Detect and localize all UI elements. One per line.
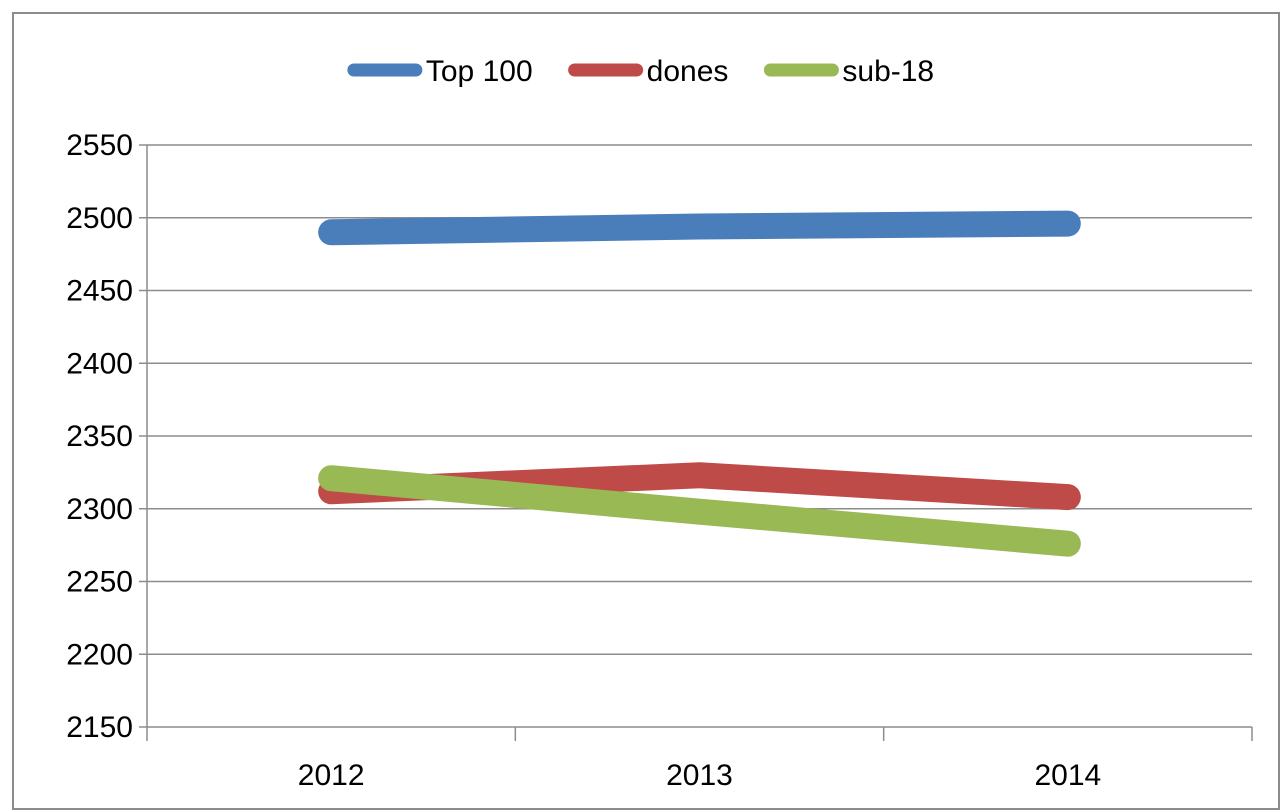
y-tick-label-2200: 2200 (66, 638, 133, 671)
y-tick-label-2450: 2450 (66, 275, 133, 308)
y-tick-label-2500: 2500 (66, 202, 133, 235)
axes: 2550 2500 2450 2400 2350 2300 2250 2200 2150 2012… (66, 129, 1253, 792)
series-line-sub-18 (318, 465, 1081, 557)
y-tick-label-2150: 2150 (66, 711, 133, 744)
x-tick-label-2014: 2014 (1034, 759, 1101, 792)
legend-label-top-100: Top 100 (426, 55, 533, 88)
legend-label-dones: dones (647, 55, 729, 88)
y-tick-label-2400: 2400 (66, 347, 133, 380)
x-tick-label-2013: 2013 (666, 759, 733, 792)
y-tick-label-2300: 2300 (66, 493, 133, 526)
series-lines (318, 210, 1081, 557)
x-tick-label-2012: 2012 (298, 759, 365, 792)
chart-border (12, 12, 1280, 810)
series-line-top-100 (318, 210, 1081, 246)
y-tick-label-2250: 2250 (66, 566, 133, 599)
y-tick-label-2550: 2550 (66, 129, 133, 162)
y-tick-label-2350: 2350 (66, 420, 133, 453)
legend-label-sub-18: sub-18 (842, 55, 934, 88)
legend: Top 100 dones sub-18 (347, 55, 934, 88)
